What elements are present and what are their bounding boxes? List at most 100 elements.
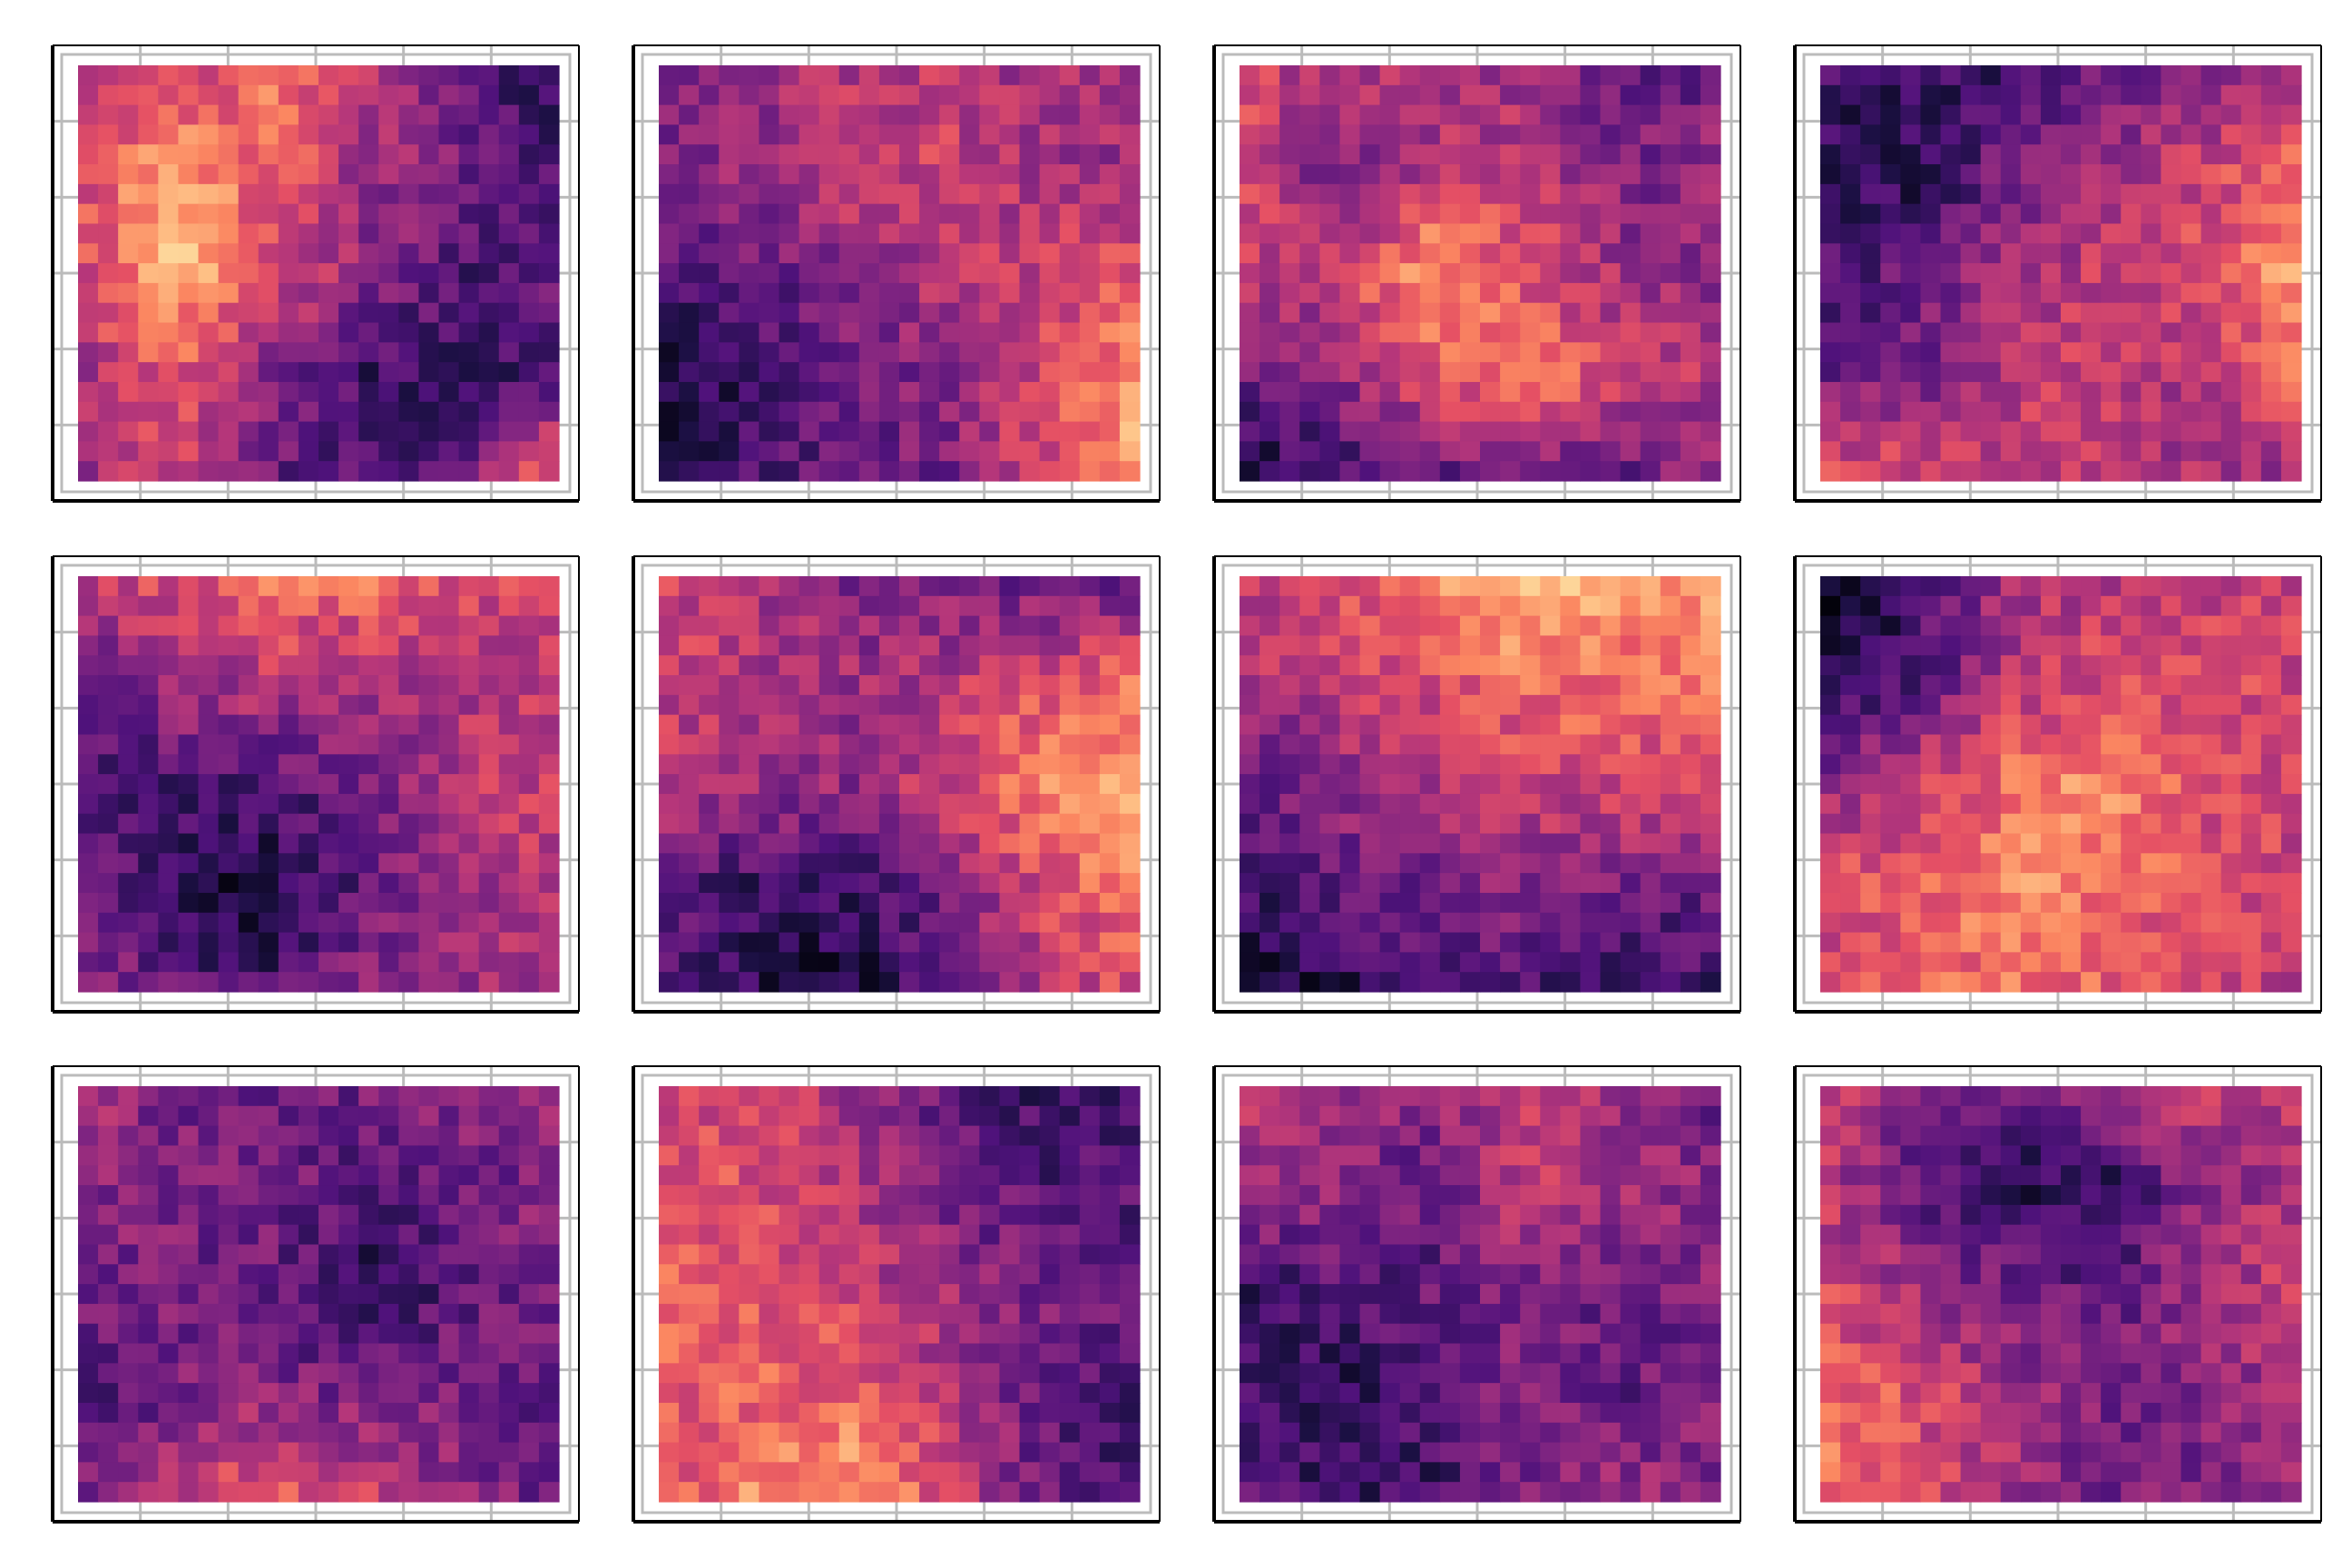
heatmap-cell [1240, 302, 1260, 324]
heatmap-cell [298, 1125, 319, 1147]
heatmap-cell [999, 223, 1021, 244]
heatmap-cell [1660, 124, 1681, 145]
heatmap-cell [2101, 322, 2122, 343]
heatmap-cell [939, 461, 960, 482]
heatmap-cell [2020, 714, 2042, 736]
heatmap-cell [2020, 65, 2042, 86]
heatmap-cell [2061, 401, 2082, 423]
heatmap-cell [1279, 813, 1300, 835]
heatmap-cell [478, 1264, 500, 1285]
heatmap-cell [438, 381, 460, 403]
heatmap-cell [979, 655, 1001, 676]
heatmap-cell [358, 774, 379, 795]
heatmap-cell [1700, 635, 1721, 656]
heatmap-cell [378, 972, 399, 993]
heatmap-cell [1660, 362, 1681, 383]
heatmap-cell [358, 734, 379, 755]
heatmap-cell [939, 203, 960, 225]
heatmap-cell [2081, 183, 2102, 205]
heatmap-cell [1339, 734, 1361, 755]
heatmap-cell [818, 1244, 840, 1265]
heatmap-cell [1540, 461, 1561, 482]
heatmap-cell [1240, 655, 1260, 676]
heatmap-cell [398, 1224, 420, 1246]
heatmap-cell [1600, 461, 1622, 482]
heatmap-cell [1439, 401, 1461, 423]
heatmap-cell [2220, 342, 2242, 363]
heatmap-cell [438, 144, 460, 165]
heatmap-cell [878, 873, 900, 894]
heatmap-cell [518, 1224, 540, 1246]
heatmap-cell [779, 282, 800, 304]
heatmap-cell [1580, 124, 1602, 145]
heatmap-cell [118, 421, 139, 442]
heatmap-cell [258, 362, 279, 383]
heatmap-cell [258, 635, 279, 656]
heatmap-cell [378, 793, 399, 815]
heatmap-cell [78, 381, 99, 403]
heatmap-cell [2061, 595, 2082, 617]
heatmap-cell [1520, 461, 1541, 482]
heatmap-cell [478, 932, 500, 953]
heatmap-cell [178, 1105, 200, 1127]
heatmap-cell [358, 1363, 379, 1384]
heatmap-cell [659, 144, 680, 165]
heatmap-cell [959, 1244, 980, 1265]
heatmap-cell [818, 576, 840, 597]
heatmap-cell [919, 1125, 940, 1147]
heatmap-cell [759, 1204, 780, 1226]
heatmap-cell [218, 813, 240, 835]
heatmap-cell [719, 183, 740, 205]
heatmap-cell [699, 754, 720, 775]
heatmap-cell [1480, 615, 1501, 637]
heatmap-cell [1860, 952, 1881, 973]
heatmap-cell [1279, 104, 1300, 126]
heatmap-cell [878, 734, 900, 755]
heatmap-cell [118, 1264, 139, 1285]
heatmap-cell [1119, 714, 1141, 736]
heatmap-cell [878, 322, 900, 343]
heatmap-cell [1560, 734, 1582, 755]
heatmap-cell [1019, 694, 1041, 716]
heatmap-cell [398, 203, 420, 225]
heatmap-cell [1660, 84, 1681, 106]
heatmap-cell [739, 124, 760, 145]
panel-inner-frame [641, 53, 1152, 494]
heatmap-cell [878, 1224, 900, 1246]
heatmap-cell [1359, 912, 1381, 934]
heatmap-cell [2121, 655, 2141, 676]
heatmap-cell [1620, 694, 1642, 716]
heatmap-cell [1099, 1185, 1121, 1206]
heatmap-cell [1980, 203, 2002, 225]
heatmap-cell [759, 401, 780, 423]
heatmap-cell [198, 714, 220, 736]
heatmap-cell [498, 183, 520, 205]
heatmap-cell [858, 1165, 880, 1186]
heatmap-cell [999, 461, 1021, 482]
heatmap-cell [1119, 401, 1141, 423]
heatmap-cell [2180, 322, 2202, 343]
heatmap-cell [458, 1343, 480, 1364]
heatmap-cell [298, 1145, 319, 1166]
heatmap-cell [979, 1204, 1001, 1226]
heatmap-cell [2061, 144, 2082, 165]
heatmap-cell [358, 144, 379, 165]
heatmap-cell [118, 635, 139, 656]
heatmap-cell [1980, 813, 2002, 835]
heatmap-cell [719, 1224, 740, 1246]
heatmap-cell [418, 164, 440, 185]
heatmap-cell [398, 932, 420, 953]
heatmap-cell [919, 1244, 940, 1265]
heatmap-cell [838, 164, 860, 185]
heatmap-cell [2121, 362, 2141, 383]
heatmap-cell [2020, 833, 2042, 854]
heatmap-cell [1820, 912, 1841, 934]
heatmap-cell [1119, 1185, 1141, 1206]
heatmap-cell [1940, 421, 1962, 442]
heatmap-cell [2101, 362, 2122, 383]
heatmap-cell [1700, 595, 1721, 617]
heatmap-cell [959, 1086, 980, 1107]
heatmap-cell [1860, 655, 1881, 676]
heatmap-cell [98, 65, 119, 86]
heatmap-cell [1960, 164, 1982, 185]
